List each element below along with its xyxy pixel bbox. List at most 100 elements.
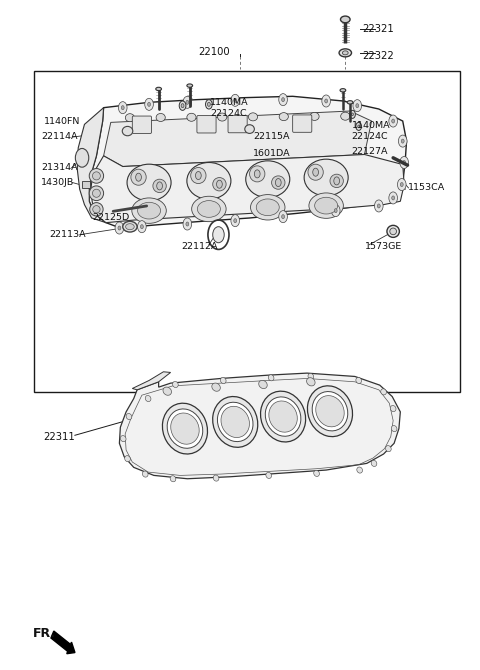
Ellipse shape: [347, 100, 353, 104]
Polygon shape: [104, 111, 372, 167]
Ellipse shape: [391, 425, 397, 431]
Circle shape: [324, 99, 327, 103]
Ellipse shape: [138, 202, 160, 219]
Ellipse shape: [220, 377, 226, 383]
Circle shape: [213, 226, 224, 243]
Ellipse shape: [250, 166, 265, 182]
Circle shape: [334, 208, 337, 212]
Text: 22321: 22321: [362, 24, 394, 34]
Ellipse shape: [304, 159, 348, 196]
Ellipse shape: [245, 125, 254, 133]
Circle shape: [183, 218, 192, 230]
Circle shape: [377, 204, 380, 208]
Ellipse shape: [93, 206, 100, 213]
Ellipse shape: [371, 460, 377, 466]
Ellipse shape: [342, 51, 348, 55]
Ellipse shape: [126, 224, 134, 230]
Ellipse shape: [266, 472, 272, 478]
Circle shape: [181, 104, 184, 108]
Text: 22113A: 22113A: [49, 230, 86, 239]
FancyBboxPatch shape: [132, 116, 152, 133]
Ellipse shape: [309, 193, 343, 218]
Ellipse shape: [156, 87, 161, 90]
Ellipse shape: [187, 113, 196, 121]
Ellipse shape: [339, 49, 351, 57]
Ellipse shape: [90, 202, 103, 216]
Circle shape: [398, 135, 407, 147]
Circle shape: [358, 125, 360, 128]
Ellipse shape: [268, 375, 274, 381]
Ellipse shape: [217, 402, 253, 442]
Text: 1153CA: 1153CA: [408, 184, 445, 192]
Ellipse shape: [125, 114, 134, 122]
Ellipse shape: [123, 221, 137, 232]
Ellipse shape: [171, 413, 199, 444]
Circle shape: [353, 100, 361, 112]
Circle shape: [331, 204, 340, 216]
Ellipse shape: [221, 406, 250, 438]
Text: 1573GE: 1573GE: [365, 242, 403, 251]
Text: 1140MA: 1140MA: [210, 98, 249, 107]
Ellipse shape: [356, 377, 361, 383]
Text: 22311: 22311: [43, 431, 74, 442]
Ellipse shape: [143, 471, 148, 477]
Text: 22125D: 22125D: [93, 214, 130, 222]
Circle shape: [119, 102, 127, 114]
FancyBboxPatch shape: [293, 115, 312, 132]
Text: 22115A: 22115A: [253, 132, 290, 141]
Circle shape: [118, 226, 121, 230]
Ellipse shape: [340, 88, 346, 92]
Ellipse shape: [341, 112, 350, 120]
Ellipse shape: [385, 446, 391, 452]
Circle shape: [282, 98, 285, 102]
Ellipse shape: [131, 170, 146, 185]
Circle shape: [392, 196, 395, 200]
Ellipse shape: [127, 164, 171, 201]
Ellipse shape: [390, 405, 396, 411]
Circle shape: [121, 106, 124, 110]
Ellipse shape: [93, 172, 100, 180]
Ellipse shape: [308, 373, 313, 379]
Circle shape: [374, 200, 383, 212]
Ellipse shape: [213, 397, 258, 448]
Circle shape: [397, 178, 406, 190]
Circle shape: [115, 222, 124, 234]
Text: 22124C: 22124C: [351, 132, 388, 141]
Ellipse shape: [122, 127, 133, 136]
Ellipse shape: [187, 163, 231, 199]
Ellipse shape: [213, 178, 226, 191]
Ellipse shape: [307, 386, 352, 437]
Ellipse shape: [256, 199, 279, 216]
Ellipse shape: [120, 436, 126, 442]
Circle shape: [334, 177, 339, 185]
Ellipse shape: [315, 197, 337, 214]
Ellipse shape: [246, 161, 290, 198]
Circle shape: [231, 94, 240, 107]
Ellipse shape: [192, 196, 226, 222]
Ellipse shape: [357, 467, 362, 473]
Ellipse shape: [163, 387, 171, 395]
Ellipse shape: [89, 169, 104, 183]
Circle shape: [279, 210, 288, 222]
Text: 22112A: 22112A: [181, 242, 218, 251]
Circle shape: [313, 168, 319, 176]
Ellipse shape: [187, 84, 192, 87]
Text: 22127A: 22127A: [351, 147, 388, 155]
Circle shape: [205, 100, 212, 109]
Circle shape: [234, 98, 237, 103]
Circle shape: [195, 172, 201, 180]
Ellipse shape: [167, 409, 203, 448]
Polygon shape: [77, 108, 106, 222]
Ellipse shape: [314, 470, 319, 476]
Ellipse shape: [156, 113, 165, 121]
Ellipse shape: [272, 176, 285, 189]
Circle shape: [186, 222, 189, 226]
Polygon shape: [89, 96, 407, 228]
Circle shape: [392, 119, 395, 123]
Ellipse shape: [330, 174, 343, 188]
Ellipse shape: [312, 391, 348, 431]
Ellipse shape: [308, 164, 323, 180]
Circle shape: [141, 224, 144, 228]
Circle shape: [279, 94, 288, 106]
Ellipse shape: [145, 395, 151, 401]
